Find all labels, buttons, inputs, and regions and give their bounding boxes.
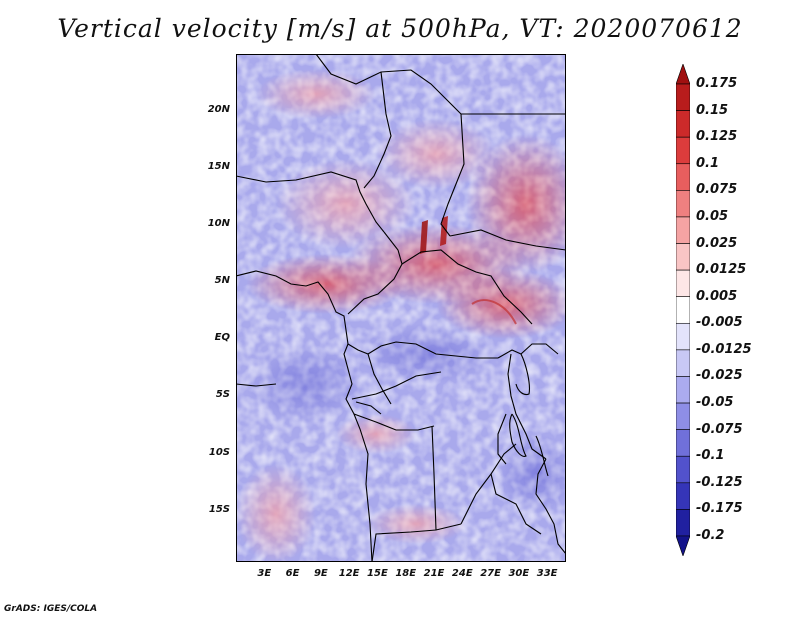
colorbar-label: 0.0125 — [696, 262, 747, 278]
colorbar-label: -0.075 — [696, 421, 743, 437]
colorbar-label: 0.175 — [696, 76, 738, 91]
colorbar-label: 0.005 — [696, 288, 738, 304]
colorbar-segment — [676, 269, 690, 298]
colorbar-segment — [676, 110, 690, 138]
lat-tick-label: 10N — [207, 218, 230, 230]
colorbar-segment — [676, 509, 690, 537]
colorbar-segment — [676, 216, 690, 244]
colorbar-segment — [676, 376, 690, 404]
colorbar-label: 0.025 — [696, 235, 738, 251]
lat-tick-label: 5N — [214, 275, 230, 287]
colorbar-label: 0.05 — [696, 208, 729, 224]
lon-tick-label: 15E — [367, 568, 388, 579]
lon-tick-label: 30E — [508, 568, 530, 579]
colorbar-label: 0.1 — [696, 155, 720, 171]
coastlines-borders — [236, 54, 566, 562]
colorbar-segment — [676, 163, 690, 191]
lat-tick-label: 15N — [207, 161, 230, 173]
lon-tick-label: 33E — [536, 568, 558, 579]
lon-tick-label: 6E — [285, 568, 300, 579]
grads-credit: GrADS: IGES/COLA — [4, 604, 98, 614]
vertical-velocity-map — [236, 54, 566, 562]
lon-tick-label: 21E — [423, 568, 445, 579]
lat-tick-label: 5S — [215, 389, 230, 401]
colorbar-bottom-arrow — [676, 535, 690, 556]
colorbar-label: -0.175 — [696, 501, 743, 517]
colorbar-segment — [676, 190, 690, 218]
colorbar-top-arrow — [676, 64, 690, 85]
colorbar-segment — [676, 322, 690, 351]
colorbar-segment — [676, 482, 690, 510]
lon-tick-label: 12E — [338, 568, 360, 579]
colorbar-segment — [676, 136, 690, 165]
colorbar-segment — [676, 243, 690, 271]
colorbar-label: -0.125 — [696, 474, 743, 490]
plot-title: Vertical velocity [m/s] at 500hPa, VT: 2… — [57, 14, 743, 43]
lat-tick-label: 15S — [208, 503, 230, 515]
colorbar-segment — [676, 402, 690, 430]
lat-tick-label: EQ — [214, 332, 230, 344]
colorbar-segment — [676, 296, 690, 324]
colorbar-label: -0.1 — [696, 448, 725, 464]
colorbar-label: -0.005 — [696, 315, 743, 331]
colorbar-label: -0.05 — [696, 395, 734, 411]
lon-tick-label: 18E — [395, 568, 417, 579]
lon-tick-label: 9E — [313, 568, 328, 579]
colorbar-segment — [676, 83, 690, 111]
colorbar-label: -0.025 — [696, 368, 743, 384]
colorbar-segment — [676, 429, 690, 457]
colorbar-label: 0.15 — [696, 102, 729, 118]
lon-tick-label: 24E — [451, 568, 473, 579]
colorbar-label: -0.0125 — [696, 341, 752, 357]
colorbar-segment — [676, 455, 690, 484]
colorbar-label: 0.125 — [696, 129, 738, 145]
colorbar-segment — [676, 349, 690, 377]
colorbar-label: 0.075 — [696, 182, 738, 198]
lon-tick-label: 27E — [480, 568, 501, 579]
lat-tick-label: 10S — [208, 446, 230, 458]
lat-tick-label: 20N — [207, 104, 230, 116]
colorbar-label: -0.2 — [696, 528, 725, 543]
colorbar — [676, 64, 690, 556]
lon-tick-label: 3E — [257, 568, 272, 579]
